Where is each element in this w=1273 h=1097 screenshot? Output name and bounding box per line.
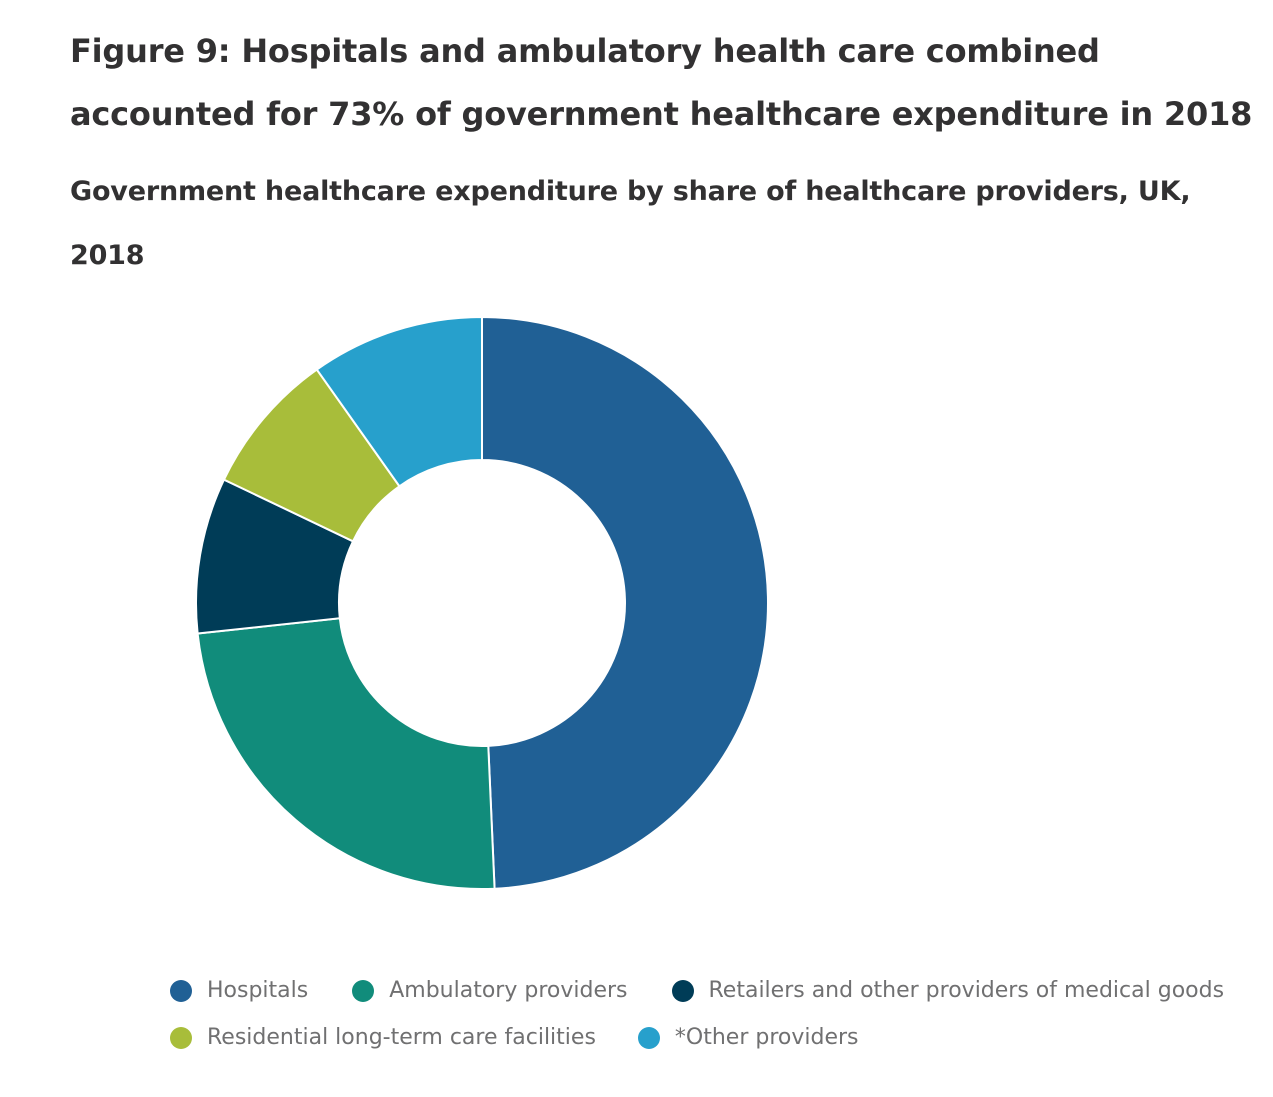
legend-label: Hospitals: [207, 978, 309, 1003]
legend-item-ambulatory-providers[interactable]: Ambulatory providers: [352, 978, 628, 1003]
legend-label: Residential long-term care facilities: [207, 1025, 596, 1050]
legend-item-residential-care[interactable]: Residential long-term care facilities: [170, 1025, 596, 1050]
legend-item-retailers[interactable]: Retailers and other providers of medical…: [671, 978, 1225, 1003]
legend-swatch: [170, 979, 192, 1002]
legend-item-hospitals[interactable]: Hospitals: [170, 978, 308, 1003]
legend-swatch: [637, 1026, 660, 1049]
legend-row-1: Hospitals Ambulatory providers Retailers…: [170, 967, 1260, 1014]
legend-label: Ambulatory providers: [389, 978, 628, 1003]
chart-subtitle: Government healthcare expenditure by sha…: [70, 176, 1191, 271]
donut-slice-other-providers[interactable]: [315, 315, 483, 488]
legend-swatch: [352, 979, 375, 1002]
donut-slice-hospitals[interactable]: [481, 315, 769, 890]
chart-legend: Hospitals Ambulatory providers Retailers…: [170, 967, 1260, 1061]
chart-title: Figure 9: Hospitals and ambulatory healt…: [70, 32, 1253, 133]
legend-row-2: Residential long-term care facilities *O…: [170, 1014, 1260, 1061]
legend-swatch: [671, 979, 694, 1002]
legend-label: *Other providers: [674, 1025, 859, 1050]
donut-slice-ambulatory-providers[interactable]: [196, 617, 496, 890]
legend-label: Retailers and other providers of medical…: [708, 978, 1225, 1003]
legend-swatch: [170, 1026, 192, 1049]
legend-item-other-providers[interactable]: *Other providers: [637, 1025, 859, 1050]
donut-chart: [195, 315, 769, 890]
